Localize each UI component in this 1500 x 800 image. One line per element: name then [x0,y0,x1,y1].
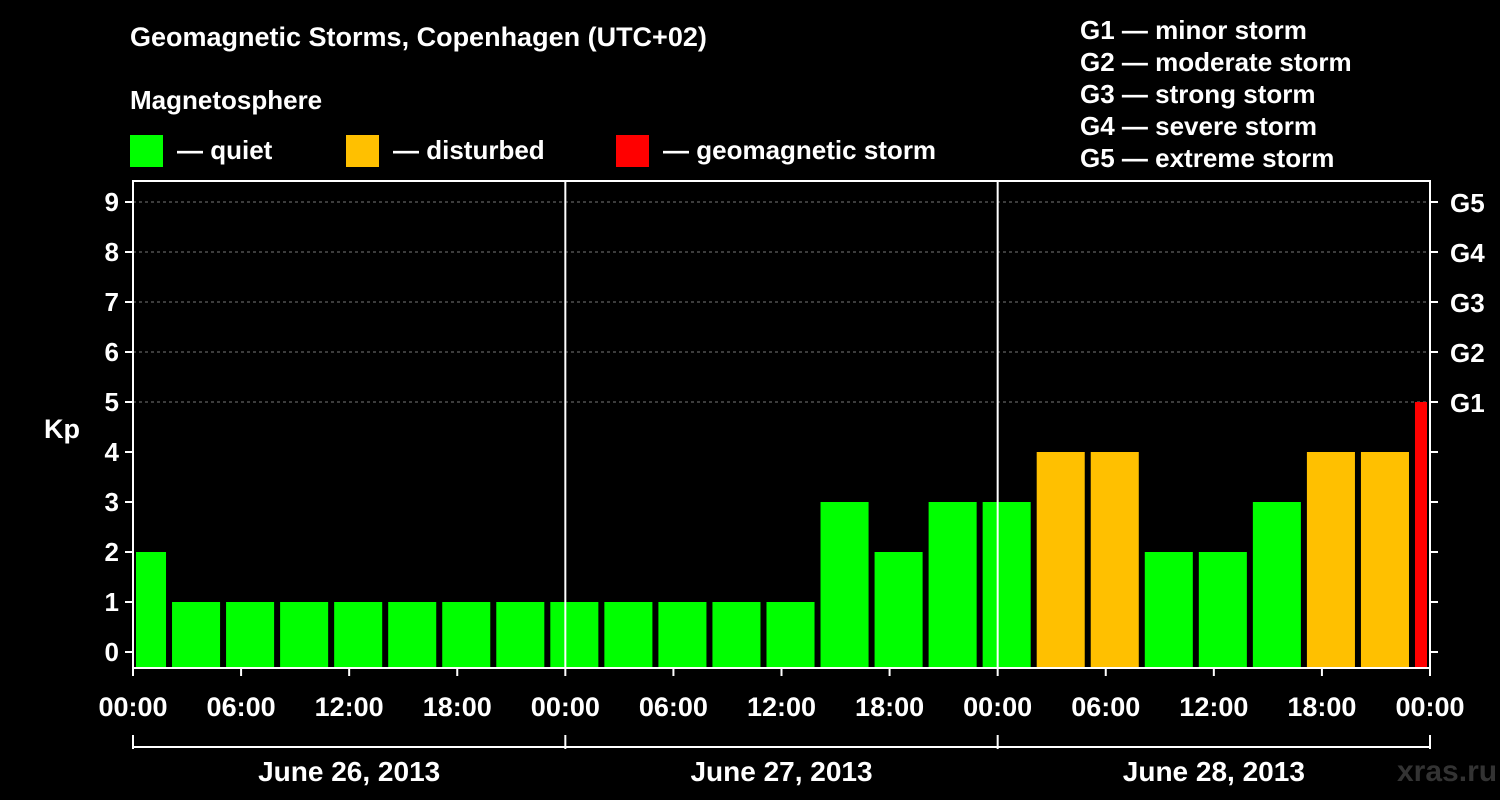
y-tick-label-0: 0 [105,637,119,667]
g-scale-g2: G2 — moderate storm [1080,47,1352,77]
x-tick-label-4: 00:00 [531,692,600,722]
right-axis-label-g3: G3 [1450,288,1485,318]
y-tick-label-4: 4 [105,437,120,467]
x-tick-label-12: 00:00 [1395,692,1464,722]
bar-0 [136,552,167,668]
x-tick-label-9: 06:00 [1071,692,1140,722]
watermark: xras.ru [1397,755,1498,788]
x-tick-label-0: 00:00 [98,692,167,722]
right-axis-label-g2: G2 [1450,338,1485,368]
legend-label-quiet: — quiet [177,135,273,165]
bar-11 [712,602,761,668]
bar-17 [1036,452,1085,668]
g-scale-g4: G4 — severe storm [1080,111,1318,141]
bar-19 [1144,552,1193,668]
bar-20 [1198,552,1247,668]
right-axis-label-g4: G4 [1450,238,1485,268]
bar-13 [820,502,869,668]
bar-10 [658,602,707,668]
legend-label-disturbed: — disturbed [393,135,545,165]
right-axis-label-g1: G1 [1450,388,1485,418]
legend-swatch-storm [616,135,649,167]
x-tick-label-10: 12:00 [1179,692,1248,722]
bar-2 [226,602,275,668]
bar-3 [280,602,329,668]
bar-5 [388,602,437,668]
bar-14 [874,552,923,668]
g-scale-g3: G3 — strong storm [1080,79,1316,109]
x-tick-label-1: 06:00 [207,692,276,722]
y-tick-label-7: 7 [105,287,119,317]
y-tick-label-5: 5 [105,387,119,417]
legend-swatch-disturbed [346,135,379,167]
bar-4 [334,602,383,668]
y-tick-label-2: 2 [105,537,119,567]
bar-24 [1414,402,1427,668]
bar-1 [172,602,221,668]
bar-15 [928,502,977,668]
bar-23 [1360,452,1409,668]
g-scale-g1: G1 — minor storm [1080,15,1307,45]
right-axis-label-g5: G5 [1450,188,1485,218]
legend-swatch-quiet [130,135,163,167]
bar-21 [1252,502,1301,668]
day-label-1: June 27, 2013 [690,756,872,787]
y-tick-label-3: 3 [105,487,119,517]
bar-22 [1306,452,1355,668]
legend-label-storm: — geomagnetic storm [663,135,937,165]
bar-7 [496,602,545,668]
x-tick-label-5: 06:00 [639,692,708,722]
legend-title: Magnetosphere [130,85,323,115]
y-tick-label-9: 9 [105,187,119,217]
x-tick-label-7: 18:00 [855,692,924,722]
y-tick-label-6: 6 [105,337,119,367]
bar-8 [550,602,599,668]
y-axis-label: Kp [44,414,80,444]
y-tick-label-1: 1 [105,587,119,617]
bar-12 [766,602,815,668]
bar-9 [604,602,653,668]
chart-title: Geomagnetic Storms, Copenhagen (UTC+02) [130,22,707,52]
y-tick-label-8: 8 [105,237,119,267]
g-scale-legend: G1 — minor storm G2 — moderate storm G3 … [1080,14,1352,174]
bar-18 [1090,452,1139,668]
bar-16 [982,502,1031,668]
x-tick-label-3: 18:00 [423,692,492,722]
x-tick-label-6: 12:00 [747,692,816,722]
x-tick-label-2: 12:00 [315,692,384,722]
day-label-2: June 28, 2013 [1123,756,1305,787]
bar-6 [442,602,491,668]
g-scale-g5: G5 — extreme storm [1080,143,1335,173]
day-label-0: June 26, 2013 [258,756,440,787]
x-tick-label-11: 18:00 [1287,692,1356,722]
x-tick-label-8: 00:00 [963,692,1032,722]
